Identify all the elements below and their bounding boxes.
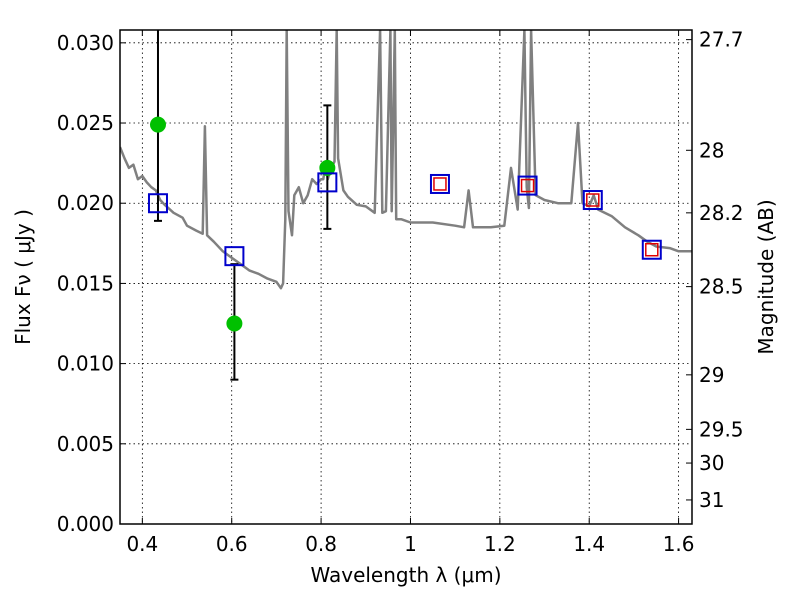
x-tick-label: 0.4 <box>126 532 158 556</box>
y-tick-label: 0.005 <box>57 432 114 456</box>
x-tick-label: 1.4 <box>573 532 605 556</box>
y2-tick-label: 28 <box>699 138 724 162</box>
x-axis-title: Wavelength λ (μm) <box>310 563 501 587</box>
observed-flux-point <box>319 159 336 176</box>
model-photometry-square <box>582 190 603 211</box>
y2-tick-label: 30 <box>699 451 724 475</box>
y2-tick-label: 29 <box>699 363 724 387</box>
x-tick-label: 1 <box>404 532 417 556</box>
y2-tick-label: 28.2 <box>699 201 744 225</box>
model-photometry-inner-square <box>433 177 447 191</box>
y-axis-title: Flux Fν ( μJy ) <box>11 209 35 345</box>
y2-tick-label: 27.7 <box>699 28 744 52</box>
y-tick-label: 0.020 <box>57 191 114 215</box>
model-photometry-inner-square <box>645 242 659 257</box>
x-tick-label: 1.2 <box>484 532 516 556</box>
model-photometry-square <box>224 246 245 267</box>
y-tick-label: 0.000 <box>57 512 114 536</box>
model-photometry-inner-square <box>520 178 535 193</box>
observed-flux-point <box>149 116 166 133</box>
model-spectrum-line <box>120 30 692 290</box>
x-tick-label: 0.6 <box>216 532 248 556</box>
axis-ticks: 0.4 0.6 0.8 1 1.2 1.4 1.6 0.000 0.005 0.010 0.015 0… <box>57 28 744 556</box>
x-tick-label: 0.8 <box>305 532 337 556</box>
y2-tick-label: 31 <box>699 488 724 512</box>
y2-tick-label: 29.5 <box>699 417 744 441</box>
right-axis-title: Magnitude (AB) <box>754 199 778 354</box>
observed-flux-point <box>226 315 243 332</box>
model-photometry-square <box>641 239 662 260</box>
y2-tick-label: 28.5 <box>699 275 744 299</box>
model-photometry-square <box>429 173 450 194</box>
y-tick-label: 0.030 <box>57 31 114 55</box>
grid-lines <box>120 30 692 525</box>
model-photometry-square <box>317 172 338 193</box>
model-photometry-square <box>517 175 538 196</box>
y-tick-label: 0.015 <box>57 271 114 295</box>
y-tick-label: 0.025 <box>57 111 114 135</box>
axes-frame <box>119 29 693 525</box>
model-photometry-inner-square <box>586 193 600 207</box>
plot-area <box>120 30 692 381</box>
model-photometry-square <box>147 193 168 214</box>
x-tick-label: 1.6 <box>663 532 695 556</box>
y-tick-label: 0.010 <box>57 352 114 376</box>
